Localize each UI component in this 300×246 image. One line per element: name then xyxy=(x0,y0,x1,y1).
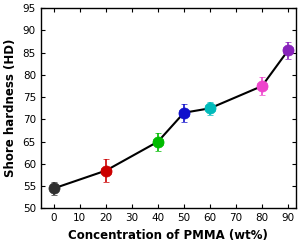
Y-axis label: Shore hardness (HD): Shore hardness (HD) xyxy=(4,39,17,177)
X-axis label: Concentration of PMMA (wt%): Concentration of PMMA (wt%) xyxy=(68,229,268,242)
